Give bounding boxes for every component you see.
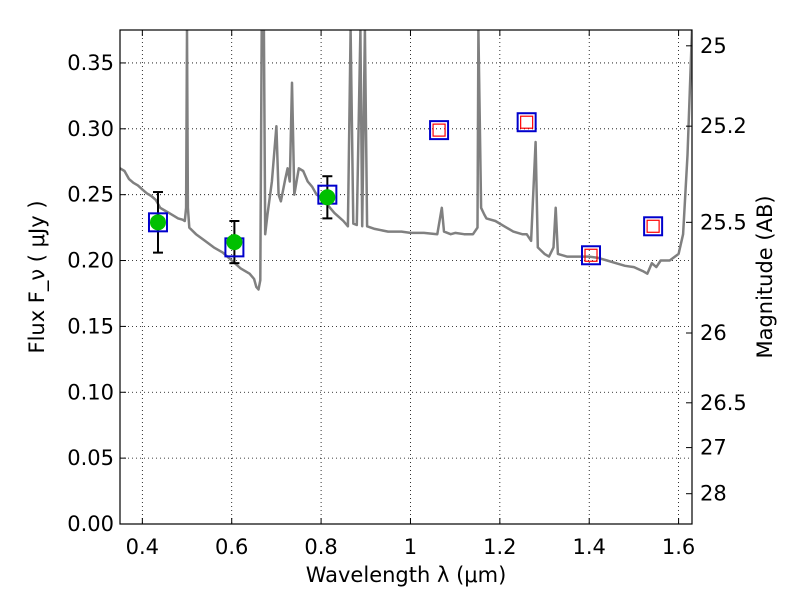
model-spectrum-line	[120, 30, 692, 291]
ticks: 0.4 0.6 0.8 1 1.2 1.4 1.6 0.00 0.05 0.10 0.15 0.20 0…	[67, 30, 747, 559]
y2-tick-label: 25.5	[700, 210, 747, 234]
y-tick-label: 0.00	[67, 512, 114, 536]
x-tick-label: 0.4	[126, 535, 159, 559]
model-spectrum	[120, 30, 692, 291]
model-photometry-markers	[147, 112, 664, 266]
model-photometry-box	[147, 212, 168, 233]
observed-point	[226, 234, 243, 251]
y-tick-label: 0.25	[67, 183, 114, 207]
nir-photometry-box	[520, 115, 534, 129]
model-photometry-box	[429, 120, 450, 141]
y2-tick-label: 25	[700, 34, 727, 58]
grid	[120, 30, 692, 525]
model-photometry-box	[643, 216, 664, 237]
x-axis-label: Wavelength λ (μm)	[306, 563, 507, 587]
plot-frame	[119, 29, 693, 525]
x-tick-label: 0.6	[215, 535, 248, 559]
y2-tick-label: 28	[700, 482, 727, 506]
observed-photometry-markers	[149, 189, 336, 251]
model-photometry-box	[516, 112, 537, 133]
nir-photometry-box	[646, 219, 660, 233]
x-tick-label: 1.6	[662, 535, 695, 559]
y2-tick-label: 27	[700, 436, 727, 460]
model-photometry-box	[581, 245, 602, 266]
x-tick-label: 1	[404, 535, 417, 559]
x-tick-label: 1.4	[573, 535, 606, 559]
y-tick-label: 0.20	[67, 249, 114, 273]
y-tick-label: 0.35	[67, 51, 114, 75]
y-tick-label: 0.15	[67, 314, 114, 338]
y2-tick-label: 25.2	[700, 114, 747, 138]
nir-photometry-box	[584, 248, 598, 262]
x-tick-label: 0.8	[304, 535, 337, 559]
x-tick-label: 1.2	[483, 535, 516, 559]
y-tick-label: 0.30	[67, 117, 114, 141]
y-tick-label: 0.05	[67, 446, 114, 470]
observed-point	[149, 214, 166, 231]
y-axis-label: Flux F_ν ( μJy )	[25, 200, 50, 353]
observed-point	[319, 189, 336, 206]
y2-axis-label: Magnitude (AB)	[753, 195, 777, 358]
y2-tick-label: 26	[700, 321, 727, 345]
nir-photometry-box	[432, 123, 446, 137]
y2-tick-label: 26.5	[700, 391, 747, 415]
y-tick-label: 0.10	[67, 380, 114, 404]
